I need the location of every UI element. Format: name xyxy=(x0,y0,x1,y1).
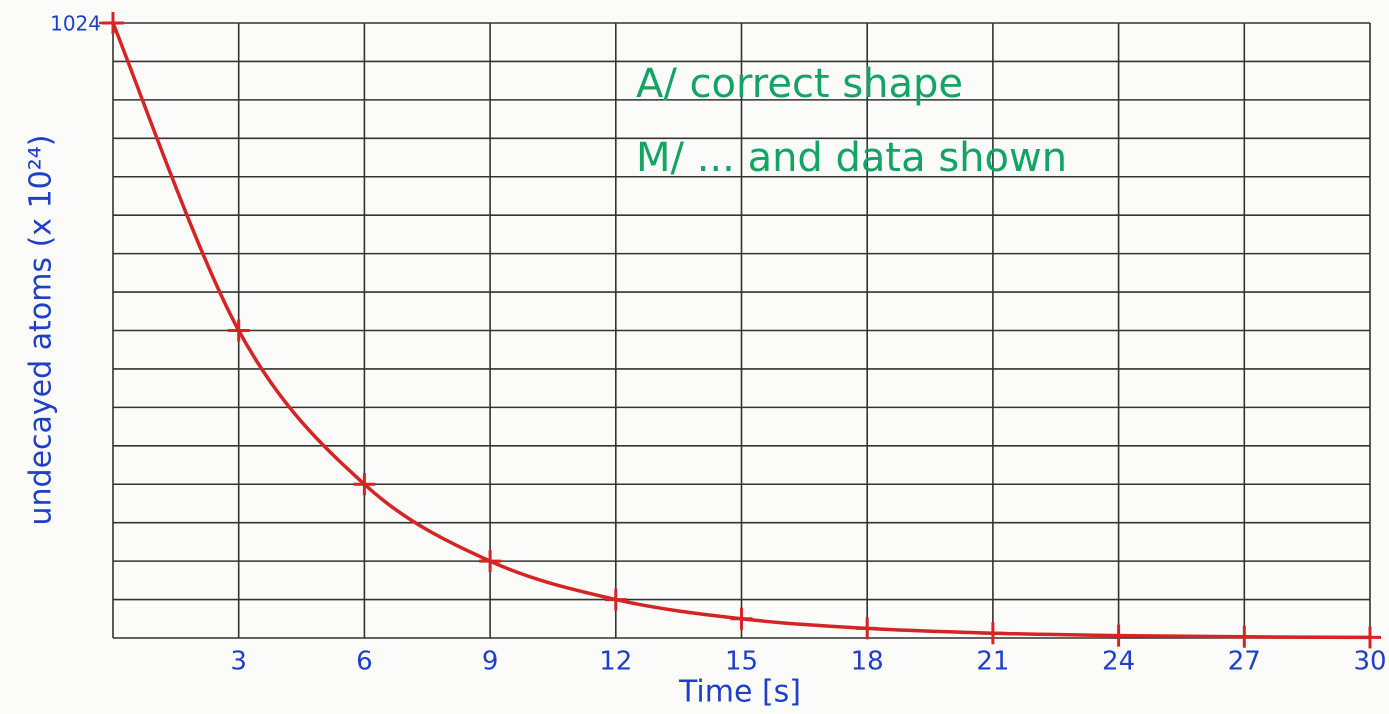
x-tick-label: 21 xyxy=(976,647,1009,677)
x-tick-label: 9 xyxy=(482,647,499,677)
data-point xyxy=(1233,626,1255,648)
annotation: A/ correct shape xyxy=(636,61,963,107)
data-point xyxy=(982,622,1004,644)
data-point xyxy=(1108,625,1130,647)
data-point xyxy=(731,608,753,630)
x-tick-label: 6 xyxy=(356,647,373,677)
x-tick-label: 18 xyxy=(851,647,884,677)
annotation: M/ ... and data shown xyxy=(636,135,1067,181)
data-point xyxy=(856,617,878,639)
x-axis-label: Time [s] xyxy=(678,675,801,710)
x-tick-label: 24 xyxy=(1102,647,1135,677)
data-point xyxy=(102,12,124,34)
data-point xyxy=(1359,626,1381,648)
x-tick-label: 27 xyxy=(1228,647,1261,677)
y-axis-label: undecayed atoms (x 10²⁴) xyxy=(24,134,59,525)
x-tick-label: 30 xyxy=(1353,647,1386,677)
y-tick-label: 1024 xyxy=(50,12,101,36)
data-point xyxy=(605,589,627,611)
x-tick-label: 12 xyxy=(599,647,632,677)
plot-layer: 3 6 9 12 15 18 21 24 27 30 1024 xyxy=(50,12,1386,677)
chart: 3 6 9 12 15 18 21 24 27 30 1024 Time [s] undecayed… xyxy=(0,0,1389,714)
data-point xyxy=(479,550,501,572)
data-point xyxy=(228,320,250,342)
x-tick-label: 15 xyxy=(725,647,758,677)
x-tick-label: 3 xyxy=(230,647,247,677)
